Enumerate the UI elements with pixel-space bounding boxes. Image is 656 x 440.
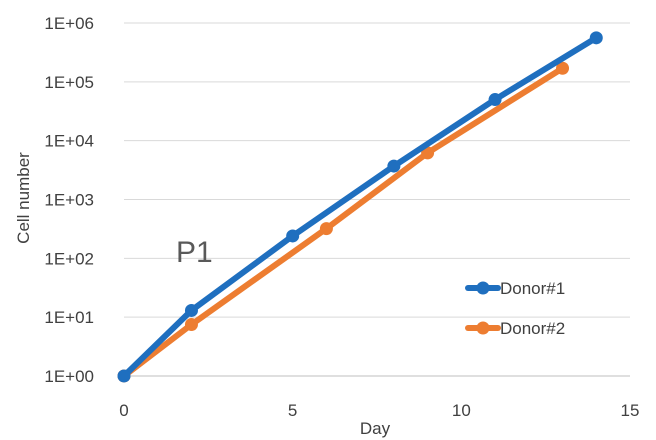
data-point xyxy=(118,370,131,383)
data-point xyxy=(489,93,502,106)
x-axis-title: Day xyxy=(360,419,391,438)
legend-label: Donor#1 xyxy=(500,279,565,298)
annotation-label: P1 xyxy=(176,236,213,269)
data-point xyxy=(286,229,299,242)
x-tick-label: 10 xyxy=(452,401,471,420)
y-tick-label: 1E+02 xyxy=(44,249,94,268)
y-tick-label: 1E+04 xyxy=(44,132,94,151)
data-point xyxy=(185,318,198,331)
y-tick-label: 1E+00 xyxy=(44,367,94,386)
x-tick-labels: 0 5 10 15 xyxy=(119,401,639,420)
legend-swatch-marker xyxy=(477,282,490,295)
data-point xyxy=(185,304,198,317)
data-point xyxy=(387,160,400,173)
legend-item: Donor#1 xyxy=(468,279,565,298)
y-tick-label: 1E+06 xyxy=(44,14,94,33)
y-tick-label: 1E+05 xyxy=(44,73,94,92)
legend-label: Donor#2 xyxy=(500,319,565,338)
y-tick-labels: 1E+00 1E+01 1E+02 1E+03 1E+04 1E+05 1E+06 xyxy=(44,14,94,386)
y-axis-title: Cell number xyxy=(14,152,33,244)
legend-item: Donor#2 xyxy=(468,319,565,338)
x-tick-label: 15 xyxy=(621,401,640,420)
x-tick-label: 5 xyxy=(288,401,297,420)
data-point xyxy=(320,222,333,235)
data-point xyxy=(590,31,603,44)
x-tick-label: 0 xyxy=(119,401,128,420)
y-tick-label: 1E+01 xyxy=(44,308,94,327)
y-tick-label: 1E+03 xyxy=(44,191,94,210)
legend: Donor#1 Donor#2 xyxy=(468,279,565,338)
legend-swatch-marker xyxy=(477,322,490,335)
